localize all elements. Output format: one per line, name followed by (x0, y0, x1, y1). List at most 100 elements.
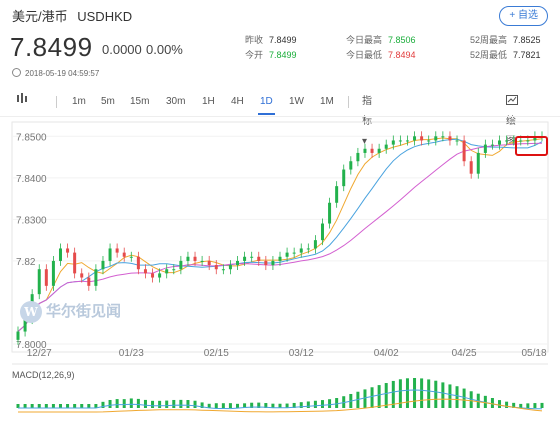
macd-bar (328, 399, 332, 408)
day-high-label: 今日最高 (346, 35, 383, 45)
macd-bar (30, 404, 34, 408)
candle-body (207, 260, 211, 266)
macd-bar (441, 382, 445, 408)
interval-1w[interactable]: 1W (289, 96, 304, 107)
macd-bar (129, 398, 133, 408)
macd-bar (80, 404, 84, 408)
candle-body (313, 240, 317, 249)
candle-body (44, 269, 48, 286)
macd-bar (179, 399, 183, 408)
draw-icon (506, 95, 518, 105)
candle-body (158, 273, 162, 278)
macd-bar (299, 402, 303, 408)
latest-price-highlight (515, 136, 548, 156)
macd-bar (413, 378, 417, 408)
macd-bar (427, 379, 431, 408)
candle-body (23, 319, 27, 332)
candle-body (533, 136, 537, 141)
macd-dea-line (18, 398, 543, 413)
y-tick-label: 7.8000 (16, 340, 47, 351)
interval-30m[interactable]: 30m (166, 96, 186, 107)
candle-body (335, 186, 339, 203)
macd-bar (498, 400, 502, 408)
macd-bar (264, 403, 268, 408)
open-value: 7.8499 (269, 50, 297, 60)
macd-bar (44, 404, 48, 408)
candle-body (384, 144, 388, 149)
watermark: W 华尔街见闻 (20, 300, 121, 323)
candle-body (398, 140, 402, 142)
instrument-name: 美元/港币 (12, 9, 68, 24)
candle-body (328, 202, 332, 224)
macd-bar (108, 399, 112, 408)
macd-bar (16, 404, 20, 408)
macd-bar (292, 402, 296, 408)
candle-body (94, 269, 98, 286)
x-tick-label: 01/23 (119, 348, 144, 359)
macd-bar (115, 399, 119, 408)
toolbar-divider (348, 96, 349, 108)
candle-body (257, 256, 261, 261)
macd-bar (186, 400, 190, 408)
macd-bar (165, 400, 169, 408)
interval-1m[interactable]: 1m (72, 96, 86, 107)
candle-body (469, 161, 473, 174)
candle-body (476, 152, 480, 174)
macd-bar (37, 404, 41, 408)
week52-low-value: 7.7821 (513, 50, 541, 60)
add-watchlist-button[interactable]: + 自选 (499, 6, 548, 26)
candle-body (434, 136, 438, 141)
candle-body (236, 260, 240, 266)
y-tick-label: 7.8400 (16, 174, 47, 185)
candle-body (228, 265, 232, 270)
y-tick-label: 7.82 (16, 257, 36, 268)
chart-type-icon[interactable] (16, 92, 30, 112)
x-tick-label: 05/18 (521, 348, 546, 359)
x-tick-label: 04/25 (452, 348, 477, 359)
toolbar-divider (56, 96, 57, 108)
week52-high-value: 7.8525 (513, 35, 541, 45)
macd-bar (285, 403, 289, 408)
candle-body (427, 140, 431, 142)
stats-col-2: 今日最高 7.8506 今日最低 7.8494 (346, 33, 416, 63)
prev-close-value: 7.8499 (269, 35, 297, 45)
candle-body (356, 152, 360, 162)
macd-bar (519, 403, 523, 408)
macd-bar (158, 400, 162, 408)
macd-bar (313, 400, 317, 408)
price-change: 0.0000 (102, 42, 142, 57)
candle-body (306, 248, 310, 250)
interval-1h[interactable]: 1H (202, 96, 215, 107)
candle-body (490, 144, 494, 146)
clock-icon (12, 68, 21, 77)
candle-body (285, 252, 289, 257)
macd-bar (505, 401, 509, 408)
y-tick-label: 7.8300 (16, 215, 47, 226)
macd-bar (391, 380, 395, 408)
candle-body (278, 256, 282, 261)
candle-body (165, 269, 169, 274)
candle-body (214, 265, 218, 270)
candle-body (243, 256, 247, 261)
price-chart[interactable]: 7.8500 7.8400 7.8300 7.82 7.8000 12/27 01/23 02… (0, 118, 560, 434)
interval-15m[interactable]: 15m (130, 96, 150, 107)
timestamp: 2018-05-19 04:59:57 (12, 68, 99, 78)
candle-body (342, 169, 346, 187)
interval-4h[interactable]: 4H (231, 96, 244, 107)
candle-body (16, 331, 20, 340)
interval-5m[interactable]: 5m (101, 96, 115, 107)
macd-bar (271, 403, 275, 408)
macd-bar (151, 400, 155, 408)
macd-bar (66, 404, 70, 408)
interval-1d[interactable]: 1D (258, 92, 275, 115)
candle-body (115, 248, 119, 253)
macd-bar (243, 403, 247, 408)
macd-bar (526, 403, 530, 408)
x-tick-label: 02/15 (204, 348, 229, 359)
candle-body (519, 140, 523, 142)
candle-body (151, 273, 155, 278)
candle-body (299, 248, 303, 253)
candle-body (455, 140, 459, 142)
candle-body (200, 260, 204, 262)
interval-1mo[interactable]: 1M (320, 96, 334, 107)
